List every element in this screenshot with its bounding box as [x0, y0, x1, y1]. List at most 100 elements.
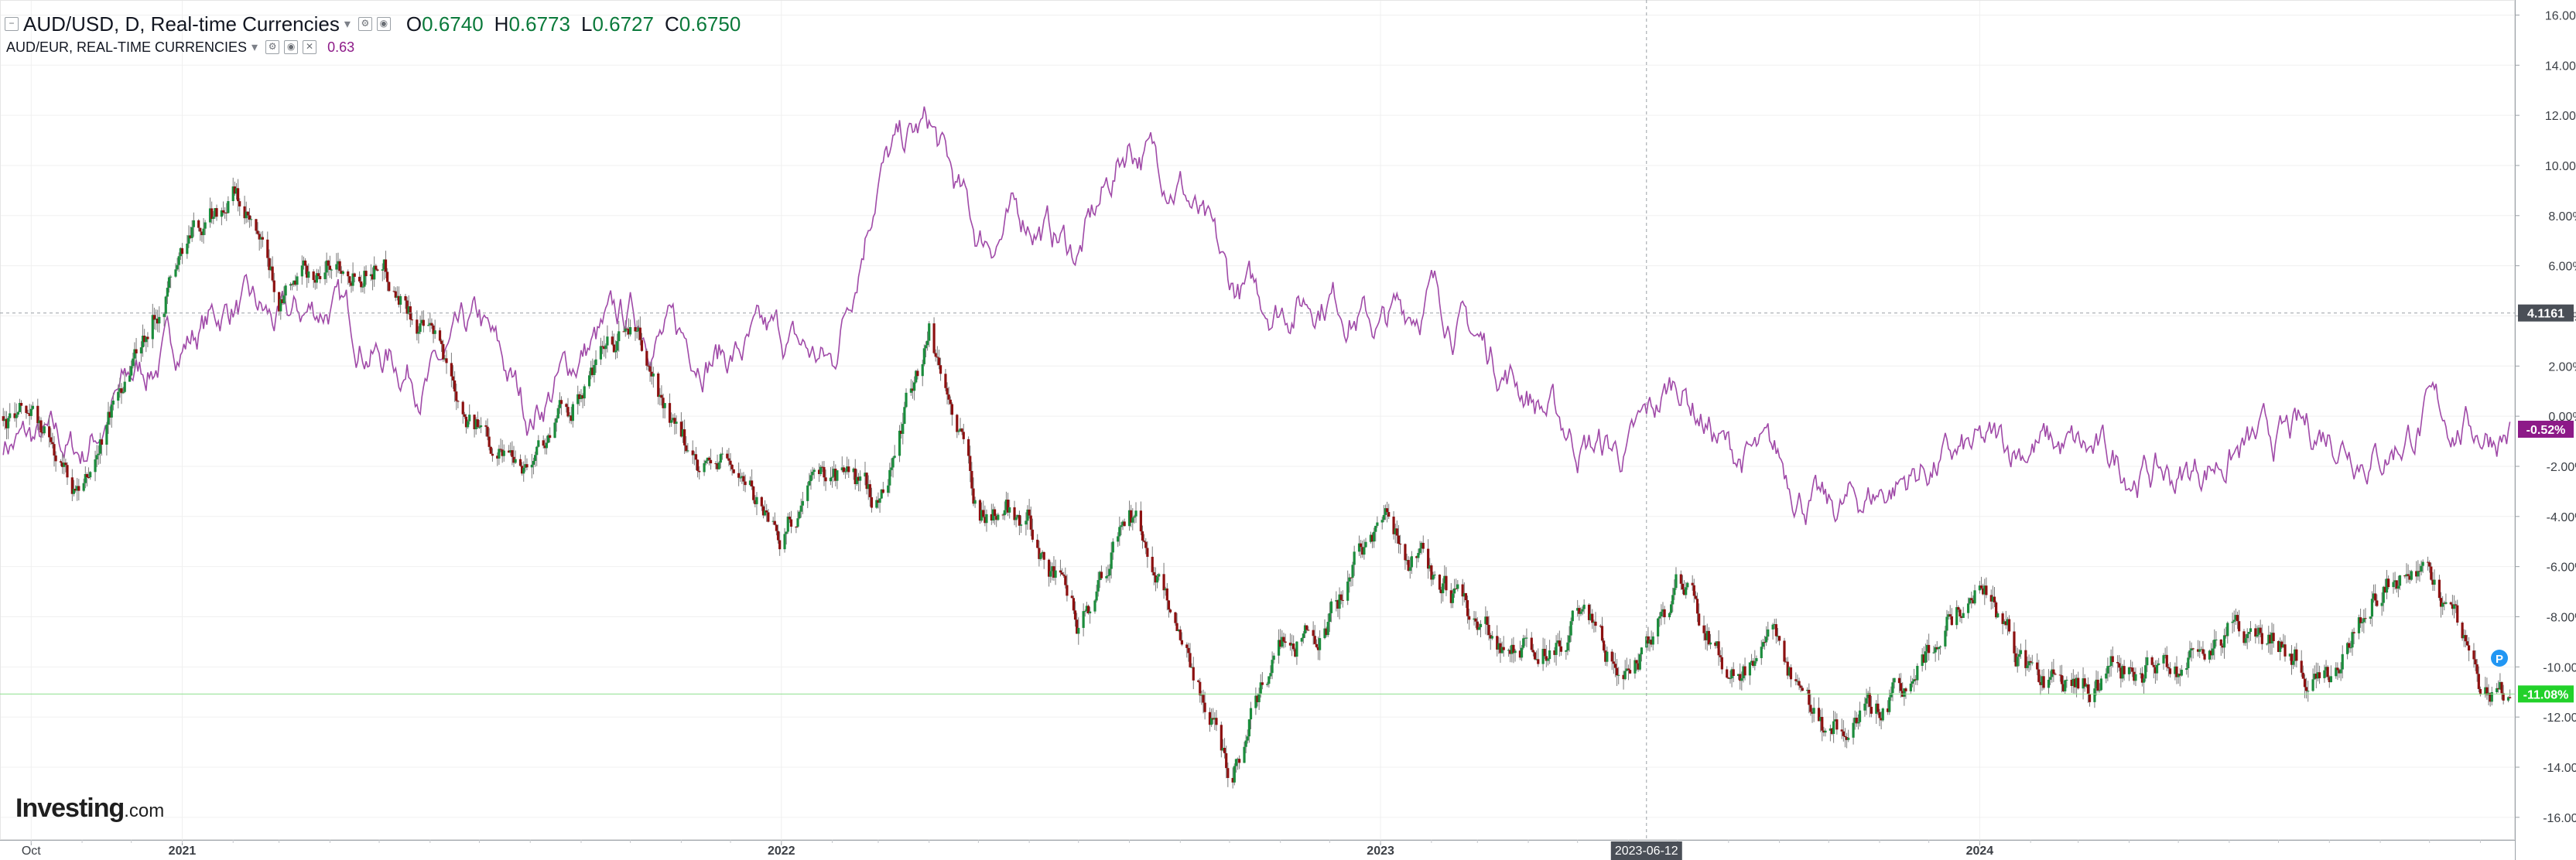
candle-body: [2395, 580, 2398, 589]
candle-body: [416, 319, 419, 334]
candle-body: [2282, 644, 2285, 648]
candle-body: [335, 264, 338, 270]
candle-body: [1031, 529, 1034, 540]
candle-body: [1380, 520, 1384, 523]
settings-icon[interactable]: ⚙: [357, 17, 372, 31]
candle-body: [900, 430, 903, 434]
candle-body: [156, 319, 159, 324]
candle-body: [419, 323, 422, 333]
candle-body: [578, 394, 581, 399]
candle-body: [220, 210, 223, 217]
candle-body: [611, 336, 614, 345]
close-value: 0.6750: [679, 12, 741, 36]
candle-body: [306, 265, 309, 278]
candle-body: [559, 400, 563, 404]
candle-body: [2256, 634, 2259, 637]
candle-body: [1858, 710, 1862, 722]
candle-body: [1959, 609, 1962, 616]
candle-body: [13, 413, 16, 418]
candle-body: [1916, 666, 1919, 681]
candle-body: [1369, 534, 1372, 542]
candle-body: [432, 325, 435, 334]
candle-body: [143, 336, 146, 343]
alert-marker[interactable]: P: [2491, 650, 2508, 667]
candle-body: [2073, 678, 2077, 688]
candle-body: [473, 415, 476, 429]
hide-icon[interactable]: ◉: [284, 40, 299, 54]
candle-body: [1763, 642, 1767, 643]
close-icon[interactable]: ✕: [303, 40, 317, 54]
candle-body: [1018, 514, 1021, 526]
collapse-icon[interactable]: −: [5, 17, 19, 31]
candle-body: [1442, 583, 1445, 594]
candle-body: [2352, 632, 2355, 633]
candle-body: [949, 399, 952, 404]
candle-body: [706, 457, 709, 461]
candle-body: [903, 407, 906, 425]
candle-body: [1985, 585, 1988, 596]
y-tick-label: -12.00%: [2543, 712, 2576, 725]
candle-body: [1187, 647, 1190, 654]
candle-body: [271, 266, 274, 281]
candle-body: [546, 435, 550, 443]
candle-body: [2418, 571, 2421, 572]
candle-body: [407, 306, 410, 314]
settings-icon[interactable]: ⚙: [265, 40, 280, 54]
candle-body: [2, 416, 5, 421]
candle-body: [2372, 593, 2376, 599]
candle-body: [509, 450, 512, 453]
candle-body: [450, 363, 453, 377]
candle-body: [2140, 673, 2144, 683]
candle-body: [94, 459, 97, 473]
candle-body: [2477, 674, 2480, 689]
candle-body: [1261, 682, 1264, 685]
candle-body: [445, 358, 448, 363]
candle-body: [2095, 679, 2098, 689]
candle-body: [1730, 669, 1733, 679]
candle-body: [145, 336, 148, 343]
y-tick-label: 0.00%: [2548, 411, 2576, 424]
candle-body: [2134, 674, 2137, 681]
candle-body: [719, 454, 722, 463]
x-tick-label: 2024: [1966, 845, 1994, 858]
candle-body: [1806, 689, 1809, 691]
candle-body: [1019, 524, 1023, 526]
candle-body: [1049, 571, 1052, 577]
candle-body: [693, 454, 696, 456]
candle-body: [1282, 636, 1285, 642]
candle-body: [1716, 641, 1719, 647]
candle-body: [1973, 590, 1976, 604]
candle-body: [2165, 654, 2168, 667]
open-value: 0.6740: [422, 12, 484, 36]
candle-body: [1421, 542, 1425, 549]
chevron-down-icon[interactable]: ▾: [251, 41, 258, 54]
candle-body: [278, 292, 281, 312]
candle-body: [2376, 600, 2379, 606]
candle-body: [1134, 510, 1137, 517]
candle-body: [1771, 624, 1774, 630]
candle-body: [970, 470, 973, 489]
candle-body: [659, 394, 662, 398]
candle-body: [806, 485, 809, 501]
x-tick-label: 2021: [169, 845, 197, 858]
chart-grid: [0, 0, 2515, 840]
candle-body: [2405, 574, 2408, 577]
legend-main-symbol[interactable]: AUD/USD, D, Real-time Currencies: [23, 12, 340, 36]
candle-body: [834, 469, 837, 481]
candle-body: [1868, 693, 1871, 707]
legend-compare-symbol[interactable]: AUD/EUR, REAL-TIME CURRENCIES: [6, 39, 248, 55]
candle-body: [558, 400, 562, 408]
candle-body: [369, 274, 373, 277]
candle-body: [2266, 643, 2269, 645]
x-axis[interactable]: Oct 2021 2022 2023 2024: [0, 840, 2515, 858]
hide-icon[interactable]: ◉: [376, 17, 391, 31]
candle-body: [2288, 654, 2291, 657]
candle-body: [1821, 717, 1824, 731]
candle-body: [1635, 660, 1638, 664]
candle-body: [778, 540, 782, 550]
candle-body: [1637, 663, 1640, 670]
candle-body: [375, 265, 378, 270]
chevron-down-icon[interactable]: ▾: [344, 18, 351, 31]
candle-body: [2013, 631, 2016, 654]
